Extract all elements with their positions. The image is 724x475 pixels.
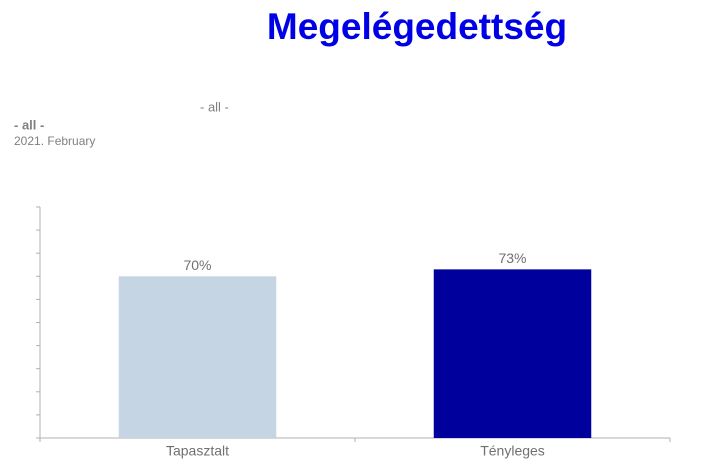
period: 2021. February xyxy=(14,134,95,148)
chart-title: Megelégedettség xyxy=(267,6,567,47)
value-label: 73% xyxy=(498,250,526,266)
bar xyxy=(118,276,277,438)
value-label: 70% xyxy=(183,257,211,273)
bar xyxy=(433,269,592,438)
filter-value: - all - xyxy=(200,99,229,114)
x-tick-label: Tényleges xyxy=(480,443,545,459)
x-tick-label: Tapasztalt xyxy=(166,443,229,459)
selection: - all - xyxy=(14,117,44,132)
